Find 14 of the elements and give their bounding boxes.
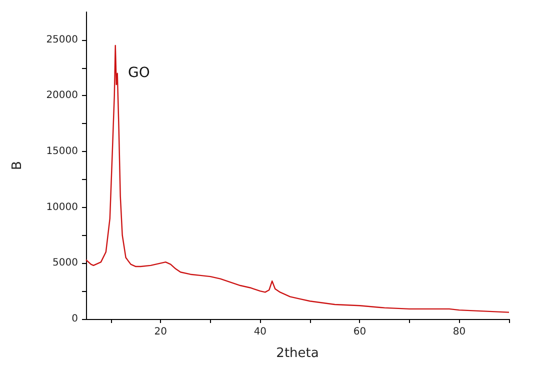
y-tick-label: 25000 <box>46 34 78 46</box>
y-tick-label: 10000 <box>46 202 78 213</box>
annotation: GO <box>128 65 150 81</box>
y-tick-label: 0 <box>72 314 78 324</box>
x-tick-label: 40 <box>254 326 267 338</box>
x-tick-label: 60 <box>353 326 366 338</box>
line-series <box>85 44 510 313</box>
x-tick-label: 80 <box>452 326 466 338</box>
x-axis-title: 2theta <box>276 346 319 361</box>
y-tick-label: 15000 <box>46 146 78 158</box>
y-axis-title: B <box>10 161 25 170</box>
y-tick-label: 20000 <box>46 90 78 102</box>
x-tick-label: 20 <box>154 326 168 338</box>
y-tick-label: 5000 <box>52 258 78 269</box>
